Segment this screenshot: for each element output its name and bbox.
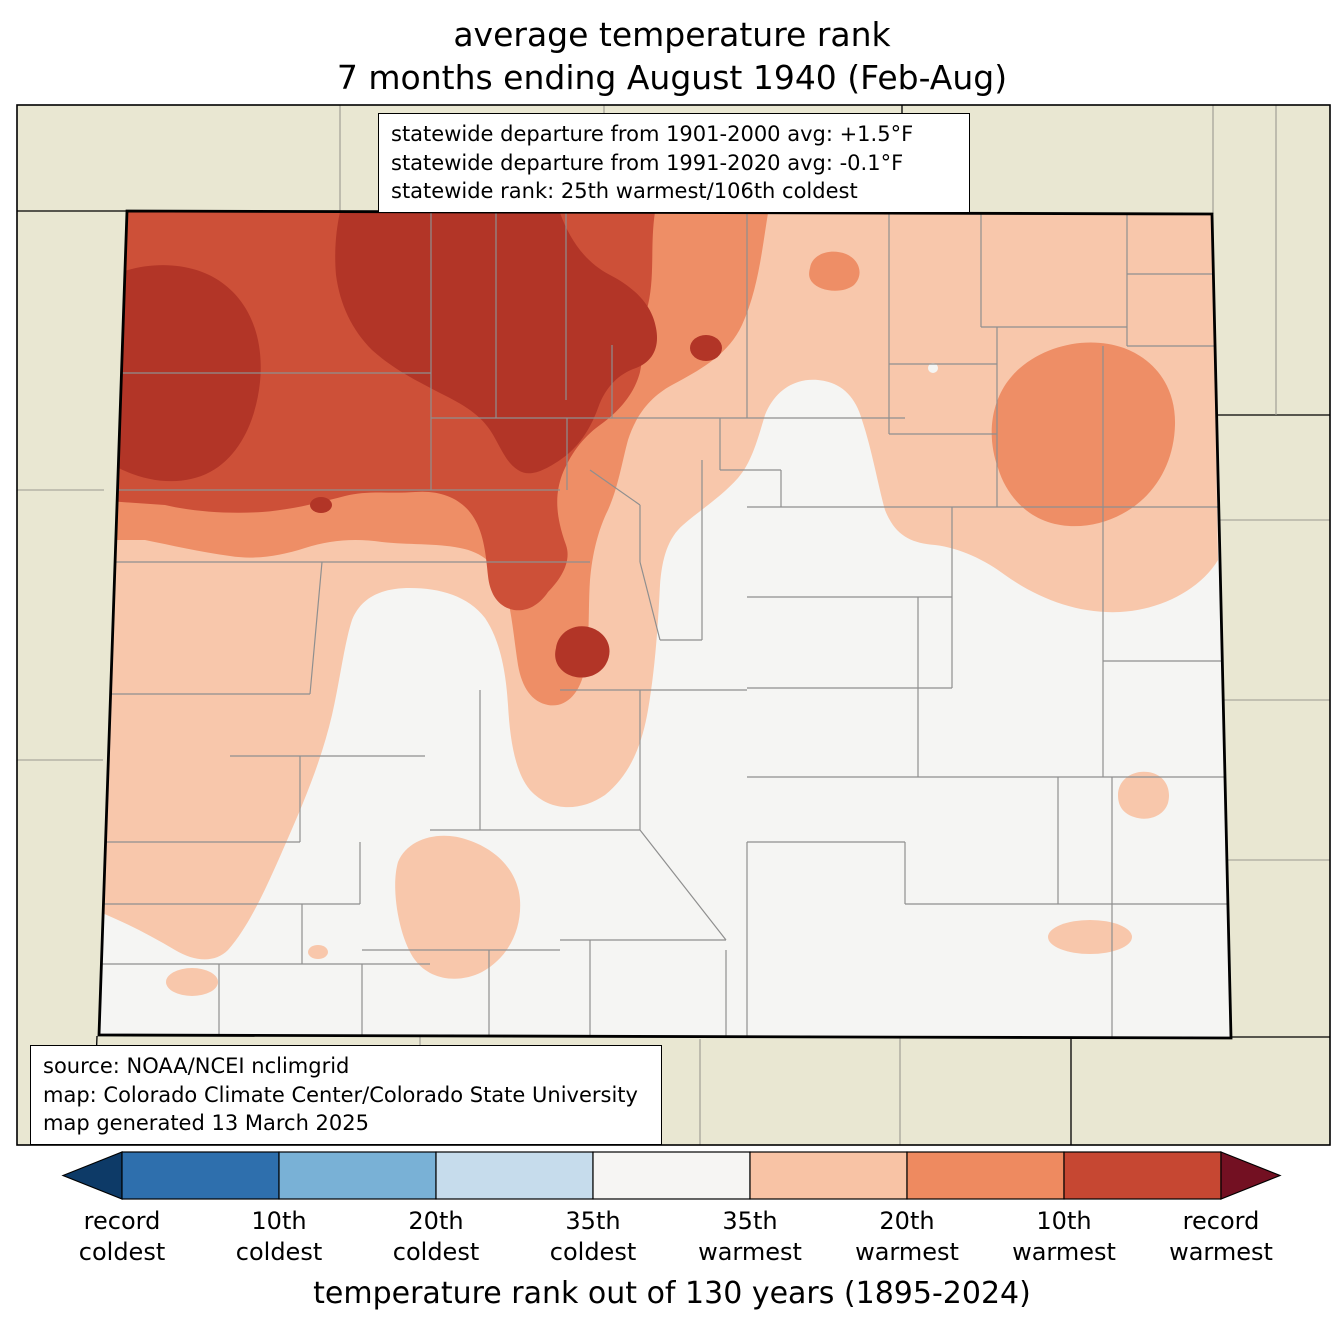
title-line-1: average temperature rank [453,15,891,54]
region-warm-35th-blob-center [395,835,521,979]
colorbar-label-record-coldest: record coldest [78,1207,166,1267]
region-record-warm-blob-1 [555,626,610,678]
source-box: source: NOAA/NCEI nclimgrid map: Colorad… [30,1045,662,1145]
title-line-2: 7 months ending August 1940 (Feb-Aug) [336,57,1008,97]
region-record-warm-blob-3 [690,335,722,361]
colorbar-segment-3 [592,1151,751,1200]
stats-line-1: statewide departure from 1901-2000 avg: … [391,122,914,146]
source-line-2: map: Colorado Climate Center/Colorado St… [43,1082,638,1107]
region-warm-35th-blob-small [308,945,328,959]
colorbar-label-20th-warmest: 20th warmest [855,1207,959,1267]
stats-line-3: statewide rank: 25th warmest/106th colde… [391,179,858,204]
region-record-warm-blob-2 [310,497,332,513]
stats-line-2: statewide departure from 1991-2020 avg: … [391,150,904,175]
source-line-3: map generated 13 March 2025 [43,1111,370,1136]
figure-title: average temperature rank 7 months ending… [0,14,1344,100]
colorbar-segment-0 [121,1151,280,1200]
colorbar-segment-4 [749,1151,908,1200]
county-lines [100,212,1230,1037]
region-warm-20th-northeast-blob [991,342,1176,527]
colorbar-label-10th-coldest: 10th coldest [235,1207,323,1267]
colorado-state-border [97,209,1233,1040]
colorbar-segment-2 [435,1151,594,1200]
colorbar-segment-6 [1063,1151,1222,1200]
colorbar-left-arrow [61,1151,123,1200]
region-warm-35th-blob-east [1118,771,1170,819]
colorbar-right-arrow [1220,1151,1282,1200]
colorbar-segment-1 [278,1151,437,1200]
colorbar-label-record-warmest: record warmest [1169,1207,1273,1267]
region-warm-20th-top-blob [809,251,860,291]
plot-frame [16,104,1331,1146]
colorbar-label-35th-coldest: 35th coldest [549,1207,637,1267]
white-spot [928,363,938,373]
colorbar [61,1151,1282,1200]
stats-box: statewide departure from 1901-2000 avg: … [378,113,970,213]
colorbar-segment-5 [906,1151,1065,1200]
colorbar-axis-label: temperature rank out of 130 years (1895-… [313,1276,1031,1311]
region-warm-35th-blob-southwest [166,968,218,996]
region-warm-35th-blob-south [1048,920,1132,954]
colorado-fill-group [99,211,1231,1038]
colorbar-label-20th-coldest: 20th coldest [392,1207,480,1267]
source-line-1: source: NOAA/NCEI nclimgrid [43,1054,350,1078]
colorbar-label-10th-warmest: 10th warmest [1012,1207,1116,1267]
colorbar-label-35th-warmest: 35th warmest [698,1207,802,1267]
